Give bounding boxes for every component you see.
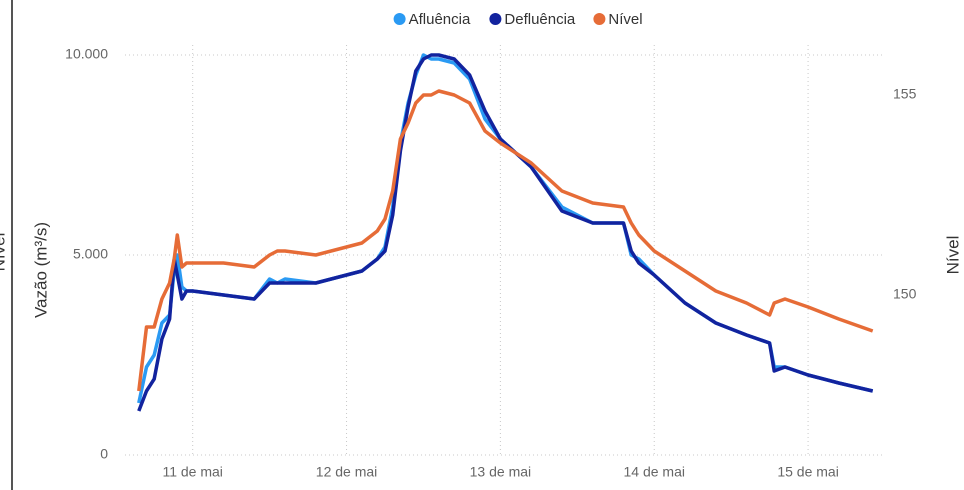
x-tick-label: 14 de mai [623,464,684,480]
x-tick-label: 12 de mai [316,464,377,480]
left-edge-label: Nível [0,233,8,272]
legend-label: Defluência [504,11,576,28]
y2-axis-title: Nível [943,236,962,275]
legend-label: Afluência [409,11,471,28]
legend-marker [489,13,502,25]
y2-tick-label: 150 [893,286,917,302]
y-tick-label: 0 [100,446,108,462]
y-tick-label: 10.000 [65,46,108,62]
y-axis-title: Vazão (m³/s) [31,222,50,318]
x-tick-label: 15 de mai [777,464,838,480]
legend-marker [593,13,606,25]
legend-marker [393,13,406,25]
x-tick-label: 13 de mai [470,464,531,480]
legend-label: Nível [608,11,642,28]
y-tick-label: 5.000 [73,246,108,262]
series-line [137,53,874,412]
x-tick-label: 11 de mai [162,464,222,480]
y2-tick-label: 155 [893,86,917,102]
series-line [137,89,874,392]
